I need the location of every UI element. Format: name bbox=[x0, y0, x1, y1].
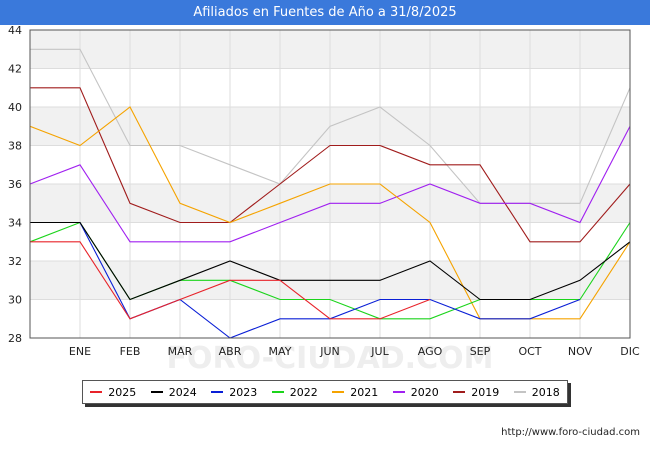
x-tick-label: JUL bbox=[370, 345, 389, 358]
legend-item-2019: 2019 bbox=[453, 386, 499, 399]
legend-item-2022: 2022 bbox=[271, 385, 318, 399]
legend-item-2021: 2021 bbox=[332, 386, 378, 399]
legend-label: 2020 bbox=[410, 385, 439, 399]
legend-label: 2023 bbox=[229, 385, 258, 399]
legend: 2025 2024 2023 2022 2021 2020 2019 2018 bbox=[82, 380, 568, 404]
legend-label: 2024 bbox=[168, 385, 197, 399]
legend-label: 2019 bbox=[471, 385, 500, 399]
series-line-2024 bbox=[30, 221, 631, 301]
legend-swatch bbox=[271, 391, 284, 393]
legend-swatch bbox=[211, 391, 224, 393]
x-tick-label: MAY bbox=[269, 345, 292, 358]
y-tick-label: 38 bbox=[8, 140, 22, 153]
x-tick-label: NOV bbox=[568, 345, 593, 358]
y-tick-label: 44 bbox=[8, 24, 22, 37]
y-tick-label: 40 bbox=[8, 101, 22, 114]
x-tick-label: MAR bbox=[168, 345, 193, 358]
legend-label: 2022 bbox=[289, 385, 318, 399]
legend-label: 2021 bbox=[350, 385, 379, 399]
y-tick-label: 42 bbox=[8, 63, 22, 76]
chart-title: Afiliados en Fuentes de Año a 31/8/2025 bbox=[0, 0, 650, 25]
legend-item-2025: 2025 bbox=[90, 386, 136, 399]
legend-swatch bbox=[332, 391, 345, 393]
x-tick-label: JUN bbox=[319, 345, 340, 358]
legend-swatch bbox=[150, 391, 163, 393]
y-tick-label: 32 bbox=[8, 255, 22, 268]
x-tick-label: ABR bbox=[219, 345, 242, 358]
legend-item-2023: 2023 bbox=[211, 386, 257, 399]
y-tick-label: 36 bbox=[8, 178, 22, 191]
series-line-2025 bbox=[30, 241, 431, 320]
x-tick-label: SEP bbox=[470, 345, 491, 358]
series-lines bbox=[29, 48, 631, 339]
legend-swatch bbox=[90, 391, 103, 393]
y-tick-label: 34 bbox=[8, 217, 22, 230]
legend-item-2020: 2020 bbox=[392, 385, 439, 399]
x-tick-label: DIC bbox=[620, 345, 640, 358]
watermark-text: FORO-CIUDAD.COM bbox=[167, 341, 494, 376]
legend-item-2024: 2024 bbox=[150, 385, 197, 399]
legend-swatch bbox=[453, 391, 466, 393]
series-line-2023 bbox=[30, 221, 581, 339]
x-tick-label: AGO bbox=[418, 345, 443, 358]
legend-swatch bbox=[392, 391, 405, 393]
x-axis: ENE FEB MAR ABR MAY JUN JUL AGO SEP OCT NOV DIC bbox=[69, 345, 640, 358]
x-tick-label: OCT bbox=[518, 345, 541, 358]
y-axis: 28 30 32 34 36 38 40 42 44 bbox=[8, 24, 22, 345]
x-tick-label: ENE bbox=[69, 345, 91, 358]
source-url[interactable]: http://www.foro-ciudad.com bbox=[501, 427, 640, 438]
legend-swatch bbox=[513, 391, 526, 393]
y-tick-label: 30 bbox=[8, 294, 22, 307]
plot-frame bbox=[29, 29, 631, 339]
y-tick-label: 28 bbox=[8, 332, 22, 345]
series-line-2020 bbox=[29, 126, 631, 243]
legend-label: 2018 bbox=[531, 385, 560, 399]
x-tick-label: FEB bbox=[120, 345, 141, 358]
legend-label: 2025 bbox=[108, 385, 137, 399]
series-line-2019 bbox=[30, 87, 631, 243]
legend-item-2018: 2018 bbox=[513, 385, 560, 399]
